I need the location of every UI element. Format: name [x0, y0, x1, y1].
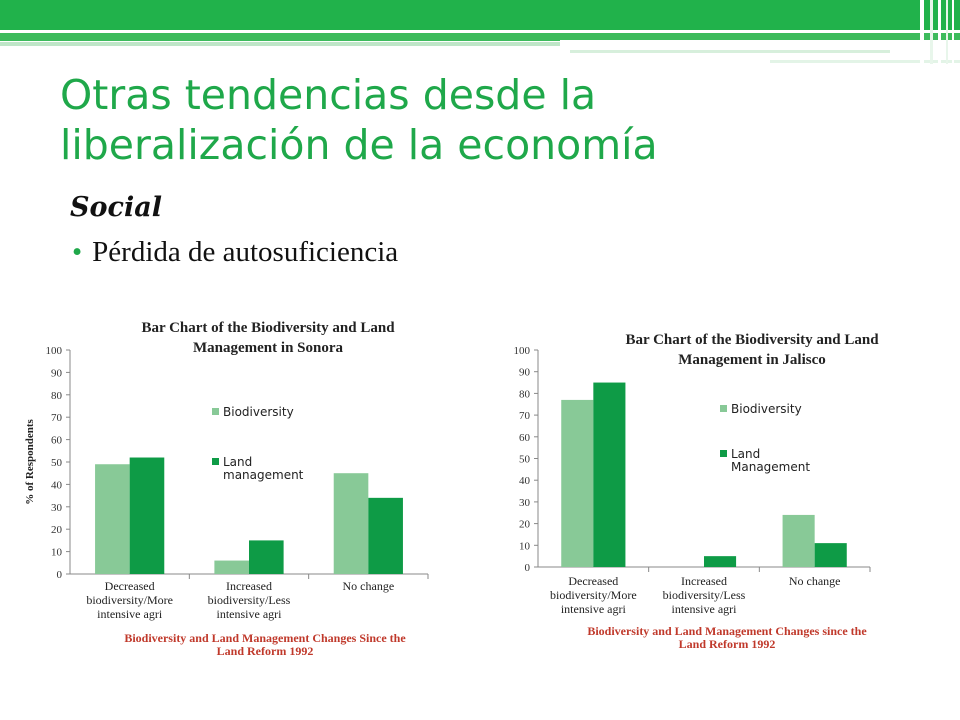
y-tick-label: 70: [51, 412, 63, 424]
y-axis-label: % of Respondents: [24, 419, 36, 505]
y-tick-label: 10: [519, 540, 531, 552]
y-tick-label: 100: [46, 345, 63, 357]
y-tick-label: 90: [519, 367, 531, 379]
x-category-label: biodiversity/Less: [663, 588, 746, 602]
bar-biodiversity: [95, 464, 130, 574]
chart-jalisco: Bar Chart of the Biodiversity and Land Ma…: [514, 332, 880, 651]
bar-biodiversity: [214, 560, 249, 574]
y-tick-label: 80: [519, 388, 531, 400]
top-decorative-bars: [0, 0, 960, 64]
chart-sonora: Bar Chart of the Biodiversity and Land Ma…: [24, 320, 429, 658]
legend-swatch: [212, 408, 219, 415]
x-category-label: Increased: [681, 574, 727, 588]
x-category-label: Increased: [226, 579, 272, 593]
x-category-label: biodiversity/More: [550, 588, 637, 602]
legend-label: Management: [731, 460, 810, 474]
x-category-label: intensive agri: [217, 607, 283, 621]
x-category-label: biodiversity/Less: [208, 593, 291, 607]
bar-land-management: [593, 382, 626, 567]
x-category-label: No change: [789, 574, 841, 588]
legend-label: Land: [731, 447, 760, 461]
chart-title-line: Bar Chart of the Biodiversity and Land: [141, 320, 395, 336]
x-category-label: intensive agri: [97, 607, 163, 621]
x-category-label: No change: [343, 579, 395, 593]
bullet-item: • Pérdida de autosuficiencia: [72, 236, 398, 269]
legend-label: management: [223, 468, 304, 482]
y-tick-label: 30: [51, 502, 63, 514]
y-tick-label: 10: [51, 547, 63, 559]
y-tick-label: 40: [51, 479, 63, 491]
y-tick-label: 60: [51, 435, 63, 447]
x-category-label: intensive agri: [672, 602, 738, 616]
chart-title-line: Management in Sonora: [193, 340, 344, 356]
legend-label: Land: [223, 455, 252, 469]
slide-title: Otras tendencias desde la liberalización…: [60, 70, 920, 170]
bar-land-management: [704, 556, 737, 567]
y-tick-label: 30: [519, 497, 531, 509]
x-category-label: Decreased: [568, 574, 618, 588]
legend-swatch: [212, 458, 219, 465]
legend-label: Biodiversity: [223, 405, 294, 419]
slide-subtitle: Social: [70, 192, 162, 223]
legend-swatch: [720, 450, 727, 457]
bar-land-management: [129, 457, 165, 574]
y-tick-label: 60: [519, 432, 531, 444]
x-axis-label-line: Land Reform 1992: [217, 644, 314, 658]
legend-label: Biodiversity: [731, 402, 802, 416]
bar-biodiversity: [782, 514, 815, 567]
y-tick-label: 20: [51, 524, 63, 536]
x-axis-label-line: Land Reform 1992: [679, 637, 776, 651]
bar-biodiversity: [333, 473, 369, 574]
y-tick-label: 100: [514, 345, 531, 357]
chart-title-line: Management in Jalisco: [678, 352, 826, 368]
x-category-label: biodiversity/More: [86, 593, 173, 607]
bullet-dot-icon: •: [72, 236, 83, 268]
y-tick-label: 80: [51, 390, 63, 402]
y-tick-label: 50: [519, 454, 531, 466]
bar-land-management: [814, 543, 847, 567]
y-tick-label: 90: [51, 367, 63, 379]
legend-swatch: [720, 405, 727, 412]
x-category-label: Decreased: [105, 579, 155, 593]
y-tick-label: 0: [525, 562, 531, 574]
y-tick-label: 0: [57, 569, 63, 581]
bar-land-management: [368, 497, 403, 574]
y-tick-label: 40: [519, 475, 531, 487]
bar-biodiversity: [561, 399, 594, 567]
bullet-text: Pérdida de autosuficiencia: [92, 236, 399, 268]
y-tick-label: 20: [519, 519, 531, 531]
slide-title-line-1: Otras tendencias desde la: [60, 71, 597, 119]
x-category-label: intensive agri: [561, 602, 627, 616]
x-axis-label-line: Biodiversity and Land Management Changes…: [124, 631, 406, 645]
slide-title-line-2: liberalización de la economía: [60, 121, 658, 169]
y-tick-label: 50: [51, 457, 63, 469]
chart-title-line: Bar Chart of the Biodiversity and Land: [625, 332, 879, 348]
x-axis-label-line: Biodiversity and Land Management Changes…: [587, 624, 867, 638]
bar-land-management: [249, 540, 284, 574]
y-tick-label: 70: [519, 410, 531, 422]
